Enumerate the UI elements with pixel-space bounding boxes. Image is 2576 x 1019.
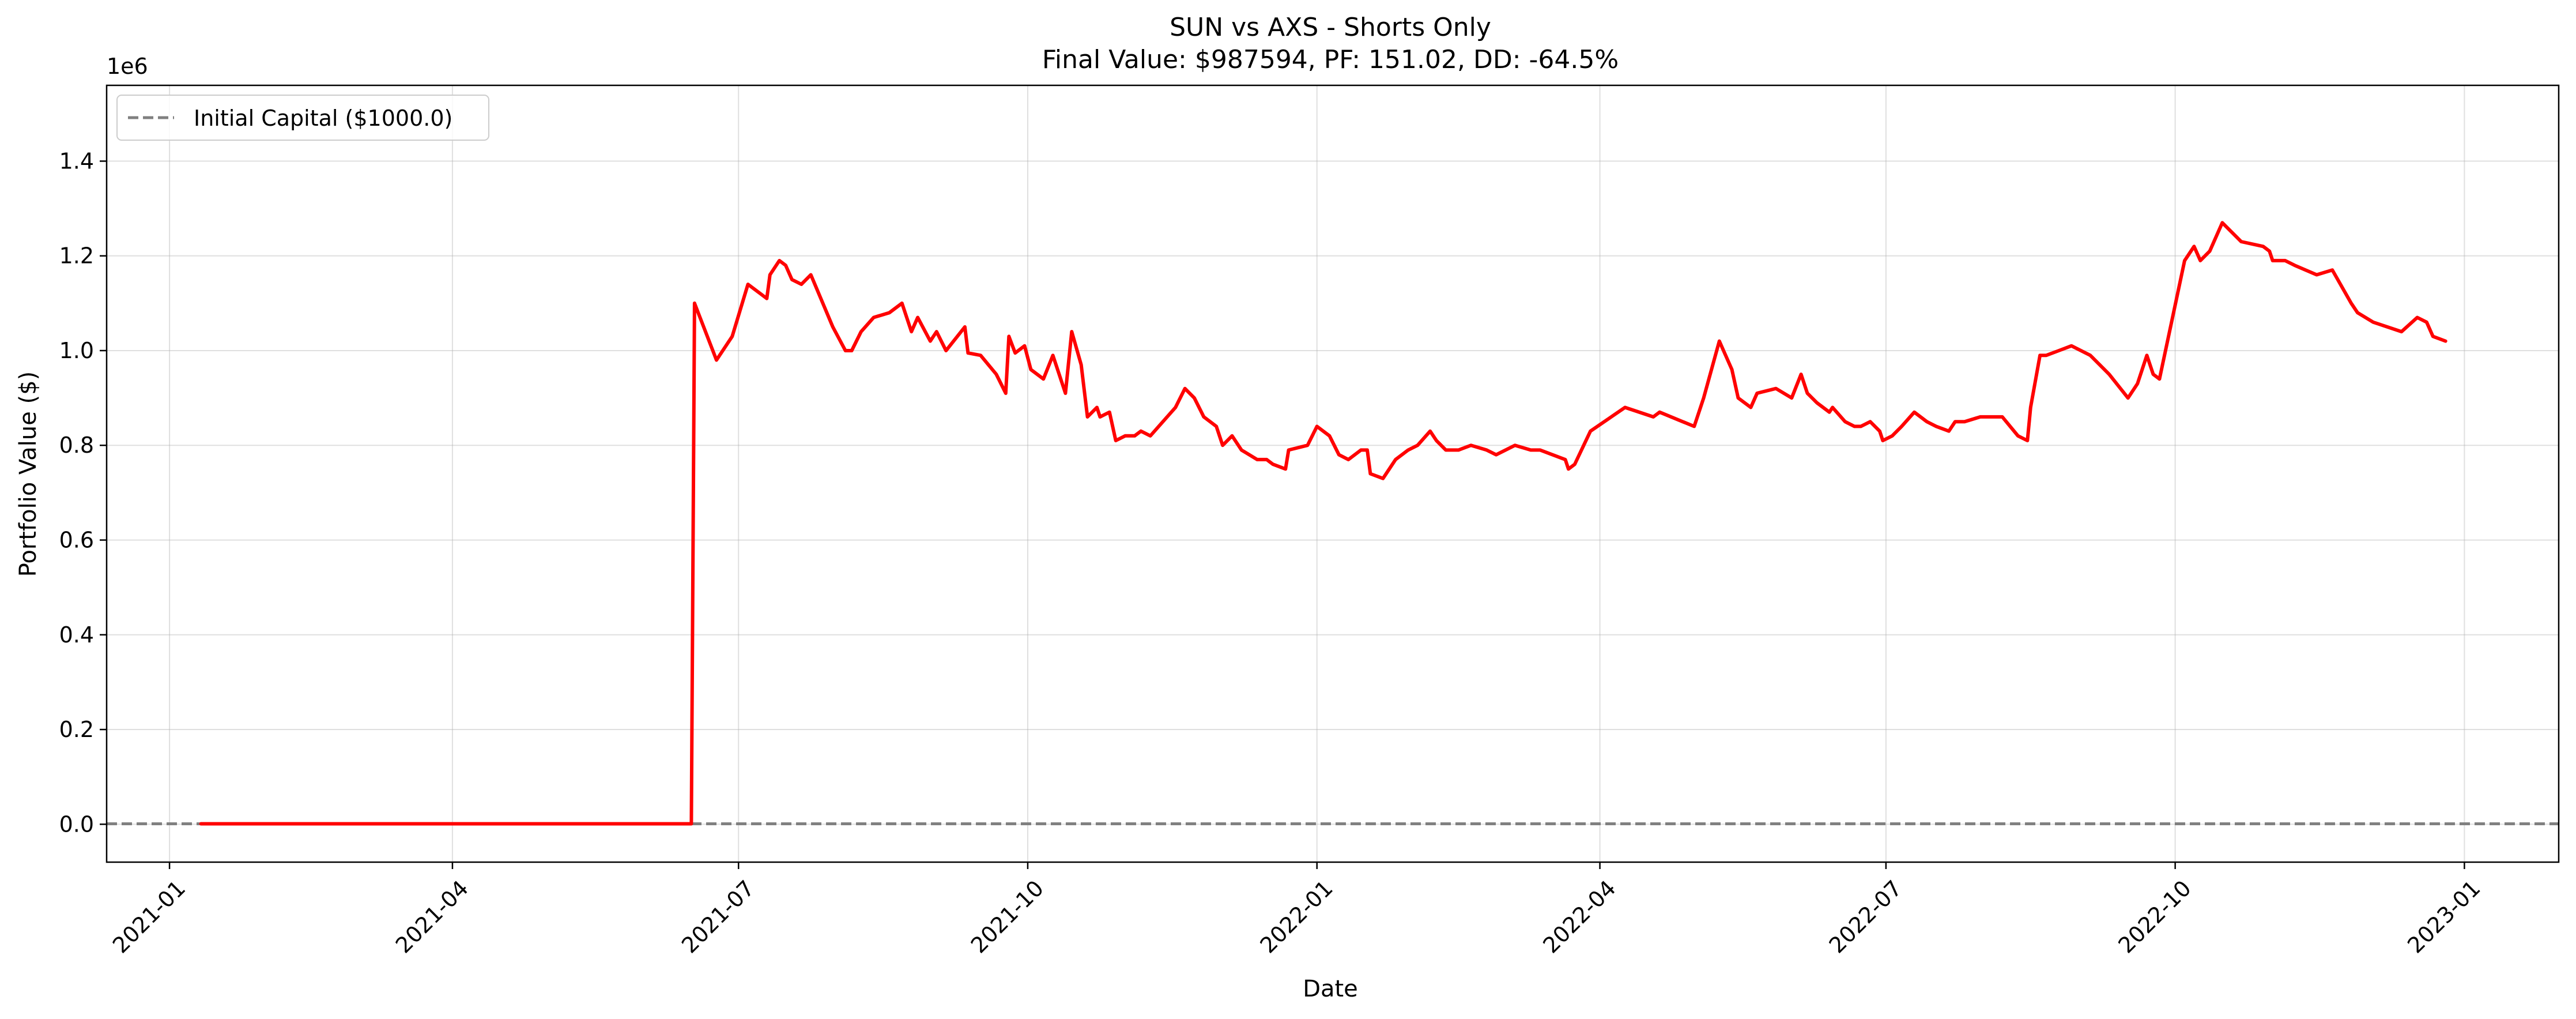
x-axis-label: Date xyxy=(1303,976,1358,1002)
legend: Initial Capital ($1000.0) xyxy=(116,95,489,141)
y-tick-label: 0.8 xyxy=(59,433,94,458)
x-tick-label: 2022-01 xyxy=(1255,875,1338,958)
chart-title: SUN vs AXS - Shorts Only xyxy=(1170,13,1491,42)
legend-entry-initial-capital: Initial Capital ($1000.0) xyxy=(194,106,452,131)
y-axis-label: Portfolio Value ($) xyxy=(15,371,42,577)
x-tick-label: 2021-07 xyxy=(677,875,759,958)
y-tick-label: 1.4 xyxy=(59,148,94,174)
y-tick-label: 0.0 xyxy=(59,811,94,837)
portfolio-value-line xyxy=(199,221,2447,826)
chart-subtitle: Final Value: $987594, PF: 151.02, DD: -6… xyxy=(1042,45,1619,74)
legend-box xyxy=(116,95,489,141)
x-tick-label: 2022-04 xyxy=(1538,875,1620,958)
y-tick-label: 1.2 xyxy=(59,243,94,269)
series-layer xyxy=(199,221,2447,826)
x-tick-label: 2022-10 xyxy=(2113,875,2196,958)
x-tick-label: 2021-01 xyxy=(108,875,190,958)
x-axis-ticks: 2021-01 2021-04 2021-07 2021-10 2022-01 2022-… xyxy=(108,862,2486,958)
y-axis-offset-label: 1e6 xyxy=(107,54,148,79)
y-axis-ticks: 0.0 0.2 0.4 0.6 0.8 1.0 1.2 1.4 xyxy=(59,148,107,837)
y-tick-label: 0.4 xyxy=(59,622,94,648)
y-tick-label: 1.0 xyxy=(59,338,94,363)
y-tick-label: 0.2 xyxy=(59,717,94,742)
x-tick-label: 2022-07 xyxy=(1824,875,1907,958)
y-tick-label: 0.6 xyxy=(59,527,94,552)
x-tick-label: 2021-04 xyxy=(391,875,473,958)
x-tick-label: 2023-01 xyxy=(2402,875,2485,958)
x-tick-label: 2021-10 xyxy=(966,875,1048,958)
plot-area-frame xyxy=(105,84,2560,863)
grid-lines xyxy=(107,85,2559,862)
